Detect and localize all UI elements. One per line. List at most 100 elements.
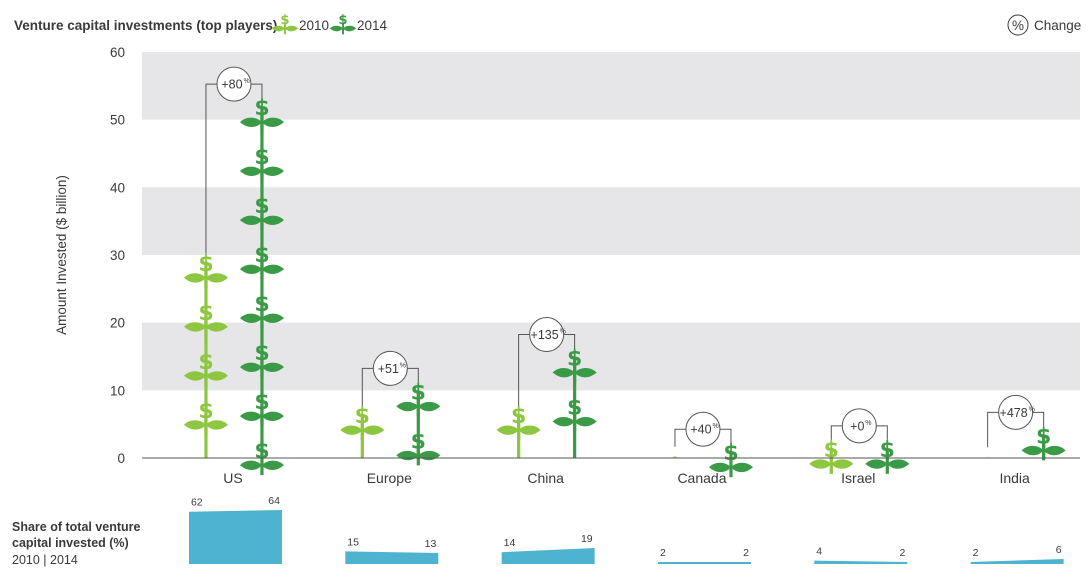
sprout-stem bbox=[260, 108, 264, 458]
share-label-2010: 2 bbox=[973, 547, 979, 559]
legend-entry: 2010 bbox=[299, 18, 329, 33]
change-circle bbox=[529, 317, 565, 352]
change-unit: % bbox=[243, 78, 249, 85]
change-annotations: +80 %+51 %+135 %+40% +0 %+478% bbox=[205, 66, 1045, 448]
dollar-sprout-icon bbox=[239, 390, 284, 427]
share-label-2014: 6 bbox=[1056, 544, 1062, 556]
share-label-2014: 2 bbox=[899, 547, 905, 559]
share-subtitle: 2010 | 2014 bbox=[12, 553, 78, 567]
share-label-2014: 2 bbox=[743, 547, 749, 559]
sprout-stem bbox=[416, 392, 420, 458]
change-unit: % bbox=[400, 362, 406, 369]
share-shape bbox=[188, 510, 282, 564]
x-tick-label: US bbox=[223, 470, 242, 486]
change-circle bbox=[685, 411, 721, 447]
y-tick-label: 0 bbox=[117, 451, 125, 466]
change-label: +478 bbox=[1000, 406, 1028, 420]
y-tick-label: 50 bbox=[110, 113, 125, 128]
y-tick-label: 40 bbox=[110, 180, 125, 195]
dollar-sprout-icon bbox=[183, 251, 228, 288]
dollar-sprout-icon bbox=[552, 395, 597, 432]
share-bar: 62 64 bbox=[188, 495, 282, 564]
change-label: +51 bbox=[378, 362, 399, 376]
dollar-sprout-icon bbox=[239, 439, 284, 476]
change-legend: % Change bbox=[1007, 14, 1081, 36]
legend: 2010 2014 bbox=[271, 13, 388, 35]
share-shape bbox=[657, 562, 751, 564]
share-label-2010: 14 bbox=[504, 537, 516, 549]
share-shape bbox=[501, 547, 595, 564]
x-tick-label: Israel bbox=[841, 470, 875, 486]
dollar-sprout-icon bbox=[496, 404, 541, 441]
plot-marks bbox=[183, 96, 1066, 478]
share-label-2010: 62 bbox=[191, 497, 203, 509]
dollar-sprout-icon bbox=[183, 398, 228, 435]
chart-title: Venture capital investments (top players… bbox=[14, 18, 277, 33]
y-axis: 0 10 20 30 40 50 60 bbox=[110, 45, 125, 466]
share-shape bbox=[970, 558, 1064, 564]
share-label-2010: 15 bbox=[347, 536, 359, 548]
sprout-stack bbox=[1021, 424, 1066, 461]
change-annotation: +51% bbox=[361, 350, 419, 407]
dollar-sprout-icon bbox=[809, 437, 854, 474]
y-tick-label: 20 bbox=[110, 316, 125, 331]
x-tick-label: Canada bbox=[677, 470, 726, 486]
dollar-sprout-icon bbox=[329, 13, 357, 35]
change-label: +80 bbox=[221, 78, 242, 92]
sprout-stack bbox=[865, 437, 910, 474]
change-unit: % bbox=[865, 420, 871, 427]
x-axis: US Europe China Canada Israel India bbox=[223, 470, 1030, 486]
sprout-stack bbox=[496, 404, 541, 458]
change-circle bbox=[841, 408, 877, 444]
change-annotation: +135% bbox=[518, 317, 576, 407]
change-circle bbox=[372, 350, 408, 386]
dollar-sprout-icon bbox=[865, 437, 910, 474]
legend-entry: 2014 bbox=[357, 18, 388, 33]
y-tick-label: 60 bbox=[110, 45, 125, 60]
share-title-line1: Share of total venture bbox=[12, 520, 141, 534]
x-tick-label: China bbox=[527, 470, 564, 486]
share-label-2014: 19 bbox=[581, 533, 593, 545]
grid-band bbox=[142, 322, 1080, 391]
share-label-2014: 64 bbox=[268, 495, 280, 507]
change-annotation: +40% bbox=[674, 411, 732, 447]
grid-band bbox=[142, 187, 1080, 255]
sprout-stack bbox=[673, 456, 677, 458]
change-annotation: +0% bbox=[830, 408, 888, 444]
y-tick-label: 10 bbox=[110, 383, 125, 398]
share-bar: 15 13 bbox=[345, 536, 439, 564]
change-legend-label: Change bbox=[1034, 18, 1081, 33]
dollar-sprout-icon bbox=[340, 404, 385, 441]
dollar-sprout-icon bbox=[239, 145, 284, 182]
share-shape bbox=[814, 560, 908, 564]
share-title-line2: capital invested (%) bbox=[12, 536, 129, 550]
change-legend-symbol: % bbox=[1012, 18, 1024, 33]
change-annotation: +80% bbox=[205, 66, 263, 254]
sprout-stack bbox=[809, 437, 854, 474]
change-unit: % bbox=[560, 329, 566, 336]
share-label-2010: 2 bbox=[660, 547, 666, 559]
sprout-stack bbox=[239, 96, 284, 476]
y-axis-label: Amount Invested ($ billion) bbox=[54, 175, 69, 335]
sprout-stem bbox=[673, 456, 677, 458]
sprout-stack bbox=[552, 346, 597, 458]
sprout-stack bbox=[183, 251, 228, 458]
x-tick-label: India bbox=[999, 470, 1030, 486]
sprout-stack bbox=[708, 441, 753, 478]
share-bar: 14 19 bbox=[501, 533, 595, 564]
share-shape bbox=[345, 551, 439, 564]
change-label: +0 bbox=[850, 419, 864, 433]
change-circle bbox=[998, 394, 1034, 430]
change-circle bbox=[216, 66, 252, 102]
share-label-2010: 4 bbox=[816, 546, 822, 558]
percent-circle-icon bbox=[1007, 14, 1029, 36]
change-unit: % bbox=[1029, 406, 1035, 413]
change-label: +40 bbox=[690, 423, 711, 437]
change-annotation: +478% bbox=[987, 394, 1045, 448]
y-tick-label: 30 bbox=[110, 248, 125, 263]
grid-band bbox=[142, 52, 1080, 120]
